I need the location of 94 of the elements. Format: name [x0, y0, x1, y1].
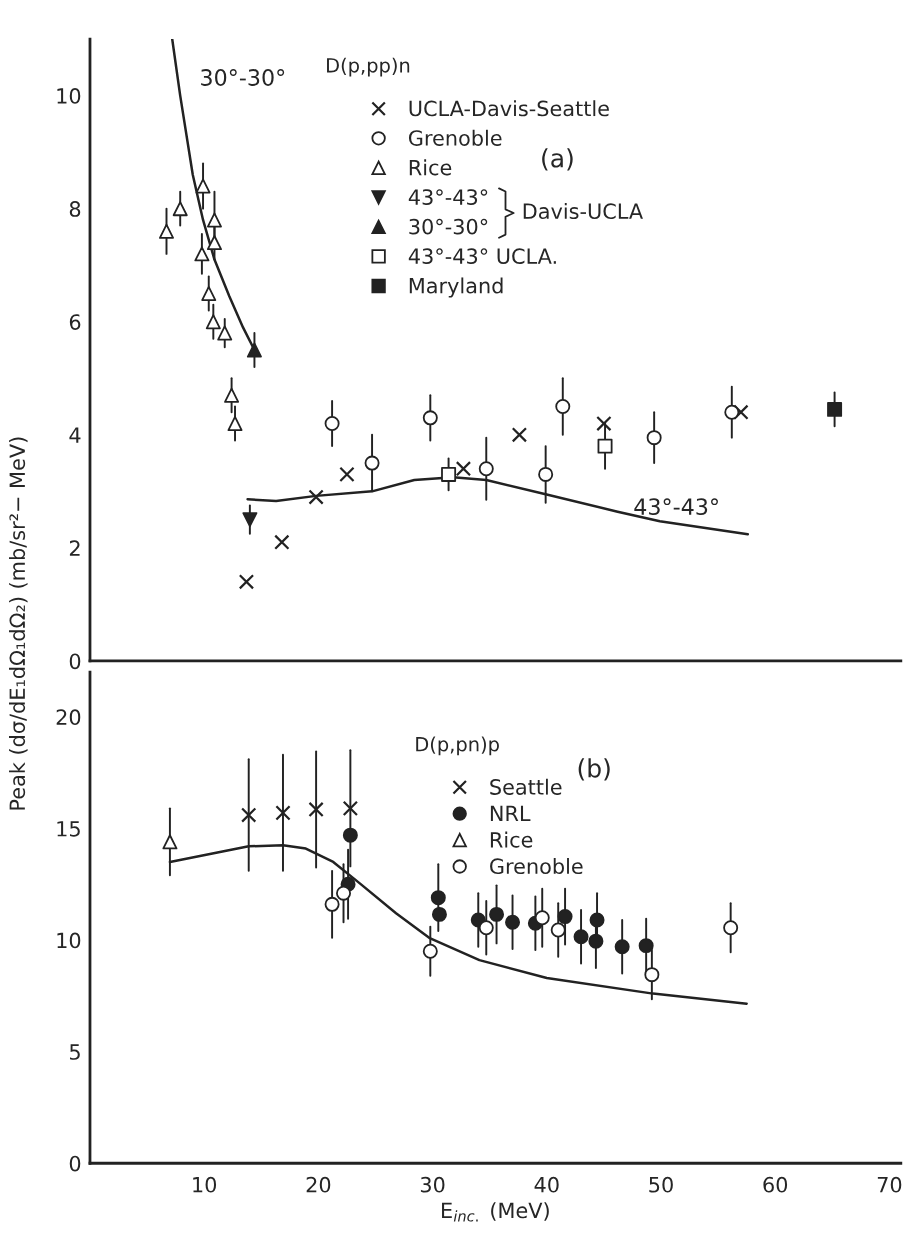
point	[638, 938, 654, 954]
point	[478, 461, 494, 477]
point	[195, 178, 211, 194]
point	[724, 404, 740, 420]
point	[217, 325, 233, 341]
point	[597, 438, 613, 454]
legend-label: 43°-43°	[408, 189, 488, 205]
y-tick-label: 6	[69, 314, 81, 330]
legend-label: 30°-30°	[409, 218, 488, 235]
annotation: (a)	[542, 148, 573, 171]
legend-label: NRL	[490, 805, 531, 821]
point	[342, 800, 359, 817]
legend-label: UCLA-Davis-Seattle	[409, 100, 609, 117]
point	[308, 489, 324, 505]
point	[511, 427, 528, 443]
point	[431, 906, 447, 922]
point	[596, 415, 612, 432]
y-tick-label: 4	[69, 427, 81, 443]
annotation: (b)	[578, 758, 610, 781]
x-tick-label: 20	[306, 1176, 331, 1193]
x-tick-label: 10	[193, 1176, 217, 1193]
x-tick-label: 40	[534, 1176, 559, 1193]
point	[205, 314, 221, 330]
y-axis-title: Peak (dσ/dE₁dΩ₁dΩ₂) (mb/sr²− MeV)	[9, 437, 28, 810]
point	[227, 416, 243, 431]
point	[241, 807, 257, 823]
annotation: 43°-43°	[634, 498, 718, 516]
point	[538, 466, 554, 482]
point	[646, 430, 662, 446]
point	[478, 920, 494, 936]
point	[275, 805, 291, 821]
point	[206, 212, 222, 228]
legend-label: Rice	[490, 831, 533, 848]
point	[733, 404, 749, 420]
legend-label: Rice	[409, 159, 452, 176]
y-tick-label: 10	[57, 88, 81, 104]
point	[422, 410, 438, 426]
point	[827, 401, 843, 417]
point	[441, 466, 457, 482]
legend-label: Grenoble	[490, 857, 583, 875]
x-tick-label: 60	[763, 1176, 788, 1193]
legend-label: Seattle	[490, 778, 562, 795]
point	[308, 801, 324, 818]
point	[172, 201, 188, 217]
legend-label: 43°-43° UCLA.	[408, 248, 556, 265]
point	[422, 943, 438, 959]
annotation: 30°-30°	[201, 69, 285, 86]
y-tick-label: 0	[69, 653, 81, 670]
y-tick-label: 5	[70, 1044, 80, 1060]
point	[246, 342, 262, 358]
point	[534, 910, 550, 926]
legend-label: Maryland	[409, 277, 503, 298]
x-axis-title: E$_{inc.}$ (MeV)	[442, 1202, 549, 1222]
point	[644, 967, 660, 983]
point	[162, 834, 178, 850]
point	[489, 906, 505, 922]
point	[430, 890, 446, 906]
point	[455, 461, 472, 477]
y-tick-label: 15	[57, 821, 80, 837]
point	[364, 455, 380, 471]
point	[573, 929, 589, 945]
point	[550, 922, 566, 938]
point	[324, 896, 340, 912]
y-tick-label: 10	[57, 932, 81, 949]
y-tick-label: 8	[69, 201, 81, 217]
point	[274, 534, 290, 550]
point	[238, 574, 255, 590]
x-tick-label: 70	[877, 1176, 902, 1193]
point	[588, 933, 604, 949]
point	[336, 885, 352, 901]
point	[242, 512, 258, 528]
annotation: Davis-UCLA	[523, 202, 643, 220]
point	[201, 285, 217, 301]
point	[555, 399, 571, 415]
point	[159, 223, 174, 239]
point	[505, 914, 521, 930]
x-tick-label: 50	[649, 1176, 673, 1193]
point	[557, 909, 573, 925]
point	[339, 466, 355, 483]
point	[324, 416, 340, 431]
point	[194, 246, 210, 262]
x-tick-label: 30	[420, 1176, 445, 1193]
y-tick-label: 20	[56, 709, 81, 726]
y-tick-label: 0	[69, 1155, 81, 1172]
point	[224, 387, 240, 403]
y-tick-label: 2	[69, 540, 80, 556]
point	[589, 912, 605, 928]
point	[342, 827, 358, 843]
point	[614, 939, 630, 955]
text: D(p,pp)n	[327, 57, 410, 77]
point	[206, 235, 222, 251]
legend-label: Grenoble	[408, 129, 502, 146]
point	[723, 920, 739, 936]
text: D(p,pn)p	[416, 736, 499, 756]
